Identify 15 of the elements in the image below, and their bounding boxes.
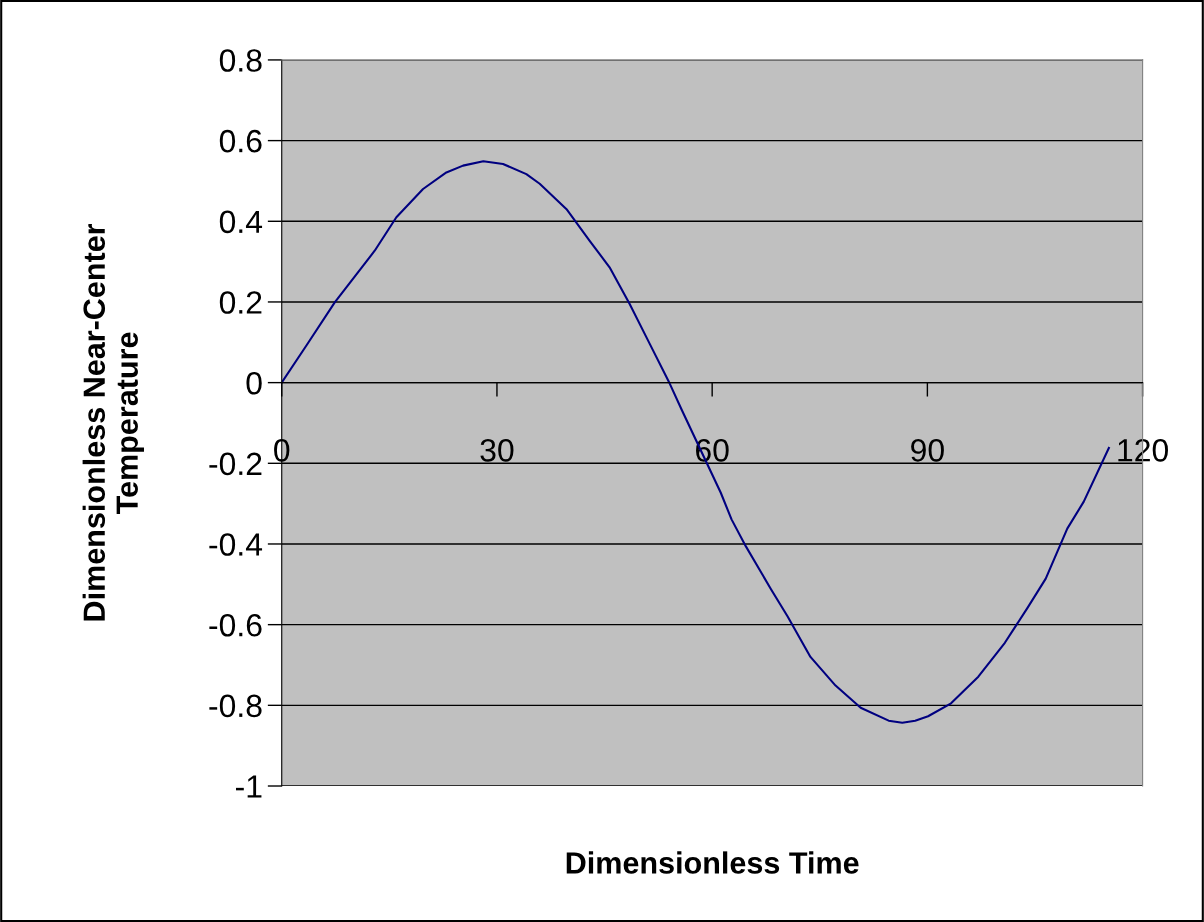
y-tick-label: 0.2 [219, 291, 262, 314]
y-tick-label: 0 [246, 371, 262, 395]
y-axis-title: Dimensionless Near-Center Temperature [82, 223, 144, 621]
y-tick-label: 0.6 [219, 129, 262, 153]
y-tick-label: -0.6 [209, 613, 262, 637]
y-tick-label: 0.8 [219, 49, 262, 72]
x-tick-label: 120 [1118, 439, 1168, 462]
y-tick-label: -0.2 [209, 452, 262, 476]
y-tick-label: 0.4 [219, 210, 263, 234]
x-tick-label: 90 [911, 439, 944, 462]
y-tick-label: -0.8 [209, 694, 262, 718]
y-tick-label: -1 [236, 775, 262, 798]
y-tick-label: -0.4 [209, 533, 263, 556]
x-axis-title: Dimensionless Time [566, 851, 859, 874]
x-tick-label: 30 [480, 439, 514, 462]
